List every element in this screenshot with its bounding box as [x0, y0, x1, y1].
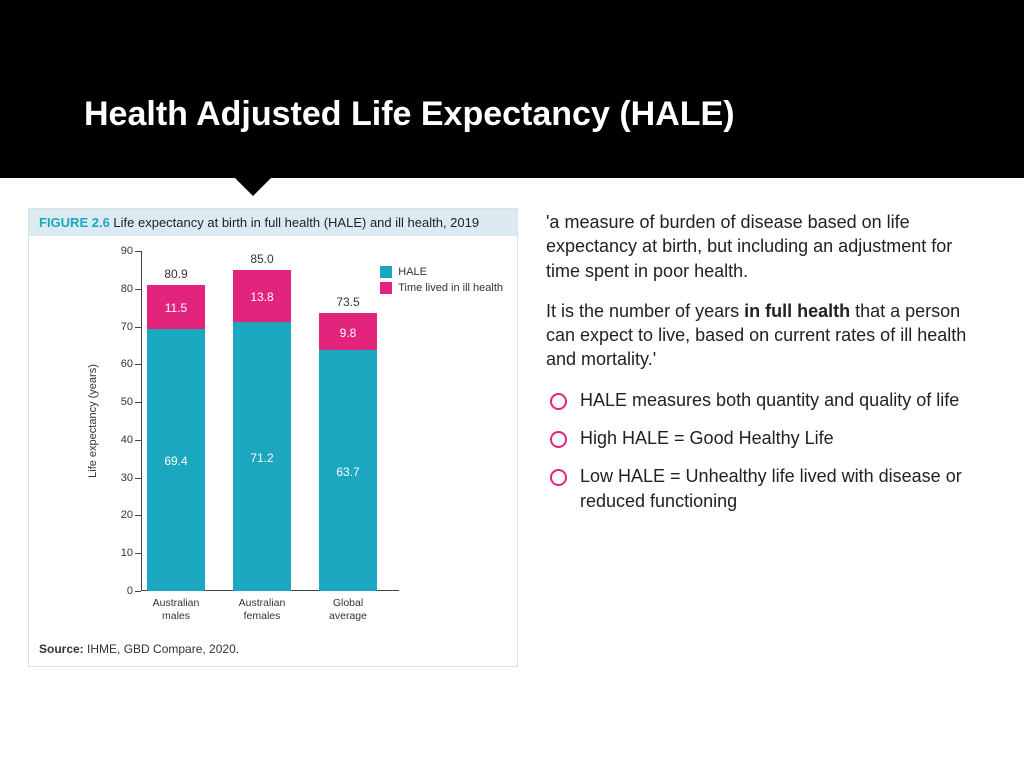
ytick-label: 70 — [103, 321, 133, 333]
ytick-label: 80 — [103, 283, 133, 295]
ytick-label: 40 — [103, 434, 133, 446]
figure-id: FIGURE 2.6 — [39, 215, 110, 230]
ytick — [135, 440, 141, 441]
ytick-label: 0 — [103, 585, 133, 597]
ytick — [135, 251, 141, 252]
ytick — [135, 515, 141, 516]
bar-value-ill: 9.8 — [319, 326, 377, 340]
ytick — [135, 289, 141, 290]
bar-value-hale: 69.4 — [147, 454, 205, 468]
bar-value-hale: 63.7 — [319, 465, 377, 479]
legend-item: HALE — [380, 266, 503, 278]
text-panel: 'a measure of burden of disease based on… — [546, 208, 996, 667]
ytick-label: 60 — [103, 358, 133, 370]
legend-label: HALE — [398, 266, 427, 278]
xtick-label: Australianfemales — [227, 597, 297, 622]
y-axis — [141, 251, 142, 591]
para2-bold: in full health — [744, 301, 850, 321]
ytick — [135, 591, 141, 592]
legend-swatch — [380, 266, 392, 278]
chart-plot-area: 010203040506070809069.411.580.9Australia… — [141, 251, 399, 591]
xtick-label: Globalaverage — [313, 597, 383, 622]
header-pointer — [235, 178, 271, 196]
legend-item: Time lived in ill health — [380, 282, 503, 294]
legend-swatch — [380, 282, 392, 294]
definition-para-2: It is the number of years in full health… — [546, 299, 984, 372]
bullet-item: HALE measures both quantity and quality … — [546, 388, 984, 412]
content-row: FIGURE 2.6 Life expectancy at birth in f… — [0, 178, 1024, 667]
bar-total-label: 73.5 — [319, 295, 377, 309]
figure-caption: FIGURE 2.6 Life expectancy at birth in f… — [29, 209, 517, 236]
legend-label: Time lived in ill health — [398, 282, 503, 294]
chart-legend: HALE Time lived in ill health — [380, 266, 503, 298]
xtick-label: Australianmales — [141, 597, 211, 622]
slide-title: Health Adjusted Life Expectancy (HALE) — [84, 95, 1024, 134]
bullet-list: HALE measures both quantity and quality … — [546, 388, 984, 513]
bar-group: 63.79.873.5 — [319, 313, 377, 591]
chart-wrap: Life expectancy (years) 0 10 20 30 40 50 60 70 8… — [29, 236, 517, 666]
ytick — [135, 478, 141, 479]
figure-source: Source: IHME, GBD Compare, 2020. — [39, 642, 239, 656]
ytick-label: 90 — [103, 245, 133, 257]
bar-group: 71.213.885.0 — [233, 270, 291, 591]
definition-para-1: 'a measure of burden of disease based on… — [546, 210, 984, 283]
figure-panel: FIGURE 2.6 Life expectancy at birth in f… — [28, 208, 518, 667]
ytick — [135, 553, 141, 554]
ytick-label: 10 — [103, 547, 133, 559]
bar-group: 69.411.580.9 — [147, 285, 205, 591]
bar-value-ill: 11.5 — [147, 301, 205, 315]
bar-total-label: 80.9 — [147, 267, 205, 281]
slide-header: Health Adjusted Life Expectancy (HALE) — [0, 0, 1024, 178]
bullet-item: Low HALE = Unhealthy life lived with dis… — [546, 464, 984, 513]
figure-caption-text: Life expectancy at birth in full health … — [113, 215, 479, 230]
ytick-label: 50 — [103, 396, 133, 408]
bullet-item: High HALE = Good Healthy Life — [546, 426, 984, 450]
bar-value-ill: 13.8 — [233, 290, 291, 304]
ytick — [135, 327, 141, 328]
bar-total-label: 85.0 — [233, 252, 291, 266]
bar-value-hale: 71.2 — [233, 451, 291, 465]
ytick-label: 30 — [103, 472, 133, 484]
chart-ylabel: Life expectancy (years) — [87, 364, 99, 478]
source-text: IHME, GBD Compare, 2020. — [87, 642, 239, 656]
ytick — [135, 402, 141, 403]
ytick — [135, 364, 141, 365]
source-label: Source: — [39, 642, 84, 656]
para2-a: It is the number of years — [546, 301, 744, 321]
ytick-label: 20 — [103, 509, 133, 521]
